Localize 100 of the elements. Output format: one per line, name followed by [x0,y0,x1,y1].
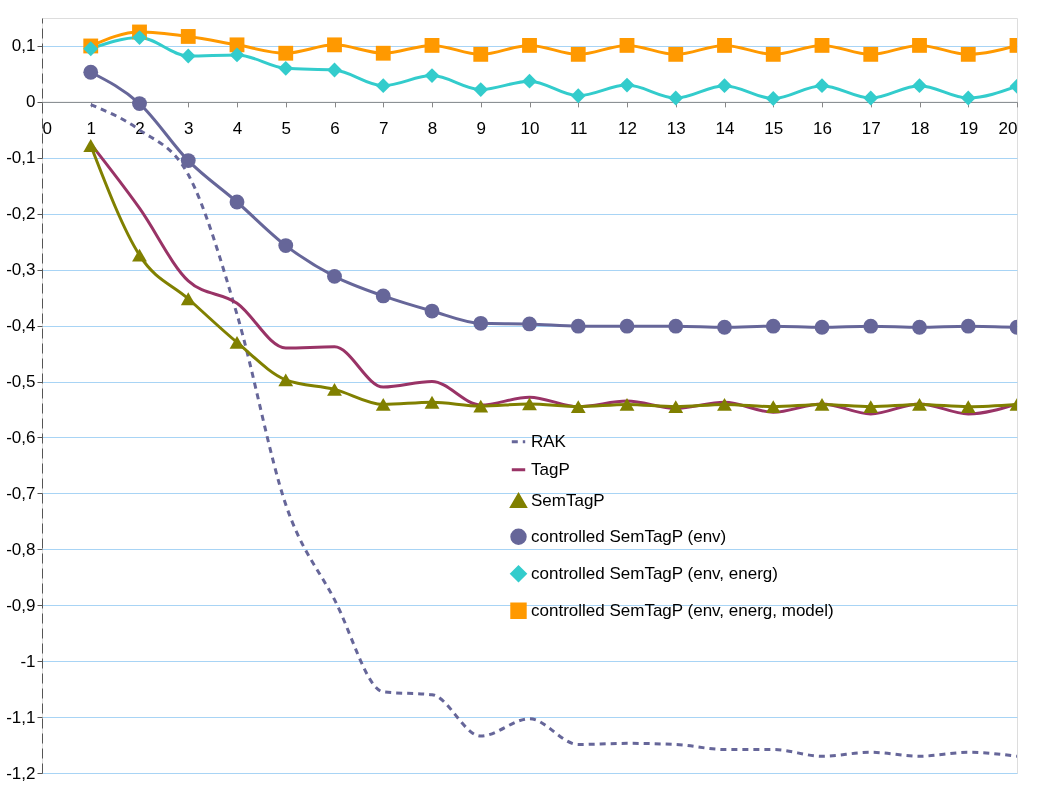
point [278,60,294,76]
point [570,88,586,104]
point [375,45,391,61]
x-tick-label: 16 [813,119,832,139]
x-tick-label: 10 [520,119,540,139]
legend-label: TagP [531,459,570,479]
x-tick-label: 11 [569,119,588,139]
point [765,91,781,106]
point [229,194,245,210]
point [960,46,976,62]
legend-label: RAK [531,431,567,451]
point [424,303,440,319]
y-tick-label: -1,1 [6,707,36,727]
point [375,398,391,411]
point [375,78,391,94]
point [278,238,294,254]
point [765,46,781,62]
point [863,318,879,334]
x-tick-label: 2 [135,119,145,139]
point [229,47,245,63]
point [619,398,635,411]
point [180,29,196,44]
point [132,248,147,262]
x-tick-label: 15 [764,119,784,139]
x-tick-label: 1 [86,119,96,139]
point [327,382,342,396]
point [814,78,830,94]
point [327,37,342,53]
x-tick-label: 3 [184,119,194,139]
point [912,78,927,94]
point [912,37,927,53]
point [960,400,976,414]
y-tick-label: -1 [20,651,36,671]
x-tick-label: 0 [42,119,52,139]
x-tick-label: 6 [330,119,340,139]
y-tick-label: -0,6 [6,427,36,447]
point [180,153,196,169]
point [717,78,732,94]
point [814,398,830,411]
point [717,319,732,335]
point [375,288,391,304]
legend-label: controlled SemTagP (env) [531,526,727,546]
point [912,319,927,335]
point [424,37,440,53]
point [570,318,586,334]
point [619,318,635,334]
y-tick-label: -0,1 [6,148,36,168]
point [863,90,879,106]
y-tick-label: -0,2 [6,204,36,224]
legend-label: controlled SemTagP (env, energ) [531,563,778,583]
point [278,373,294,387]
point [717,398,732,411]
point [473,399,489,413]
x-tick-label: 13 [666,119,686,139]
y-tick-label: 0,1 [11,36,36,56]
point [229,335,245,349]
y-tick-label: 0 [26,92,36,112]
point [717,37,732,53]
x-tick-label: 9 [476,119,486,139]
point [473,82,489,97]
point [765,318,781,334]
y-tick-label: -1,2 [6,763,36,783]
point [814,37,830,53]
point [912,398,927,411]
point [570,400,586,414]
y-tick-label: -0,3 [6,260,36,280]
y-tick-label: -0,5 [6,372,36,392]
point [814,319,830,335]
x-tick-label: 8 [427,119,438,139]
point [83,139,99,152]
x-tick-label: 20 [998,119,1018,139]
line-series [89,103,1017,758]
x-tick-label: 5 [281,119,291,139]
point [180,292,196,306]
y-tick-label: -0,8 [6,539,36,559]
point [570,46,586,62]
point [132,96,147,111]
x-tick-label: 4 [232,119,243,139]
x-tick-label: 12 [618,119,637,139]
y-tick-label: -0,9 [6,595,36,615]
point [327,268,342,284]
point [522,316,537,332]
x-tick-label: 19 [959,119,979,139]
point [522,397,537,411]
point [522,37,537,53]
point [473,315,489,331]
x-tick-label: 7 [379,119,389,139]
y-tick-label: -0,7 [6,483,36,503]
legend-label: controlled SemTagP (env, energ, model) [531,600,834,620]
point [960,318,976,334]
point [83,64,99,80]
point [619,37,635,53]
point [424,395,440,409]
point [668,90,684,106]
point [619,77,635,93]
x-tick-label: 17 [861,119,881,139]
point [132,30,147,45]
point [668,400,684,414]
point [668,318,684,334]
point [960,90,976,106]
